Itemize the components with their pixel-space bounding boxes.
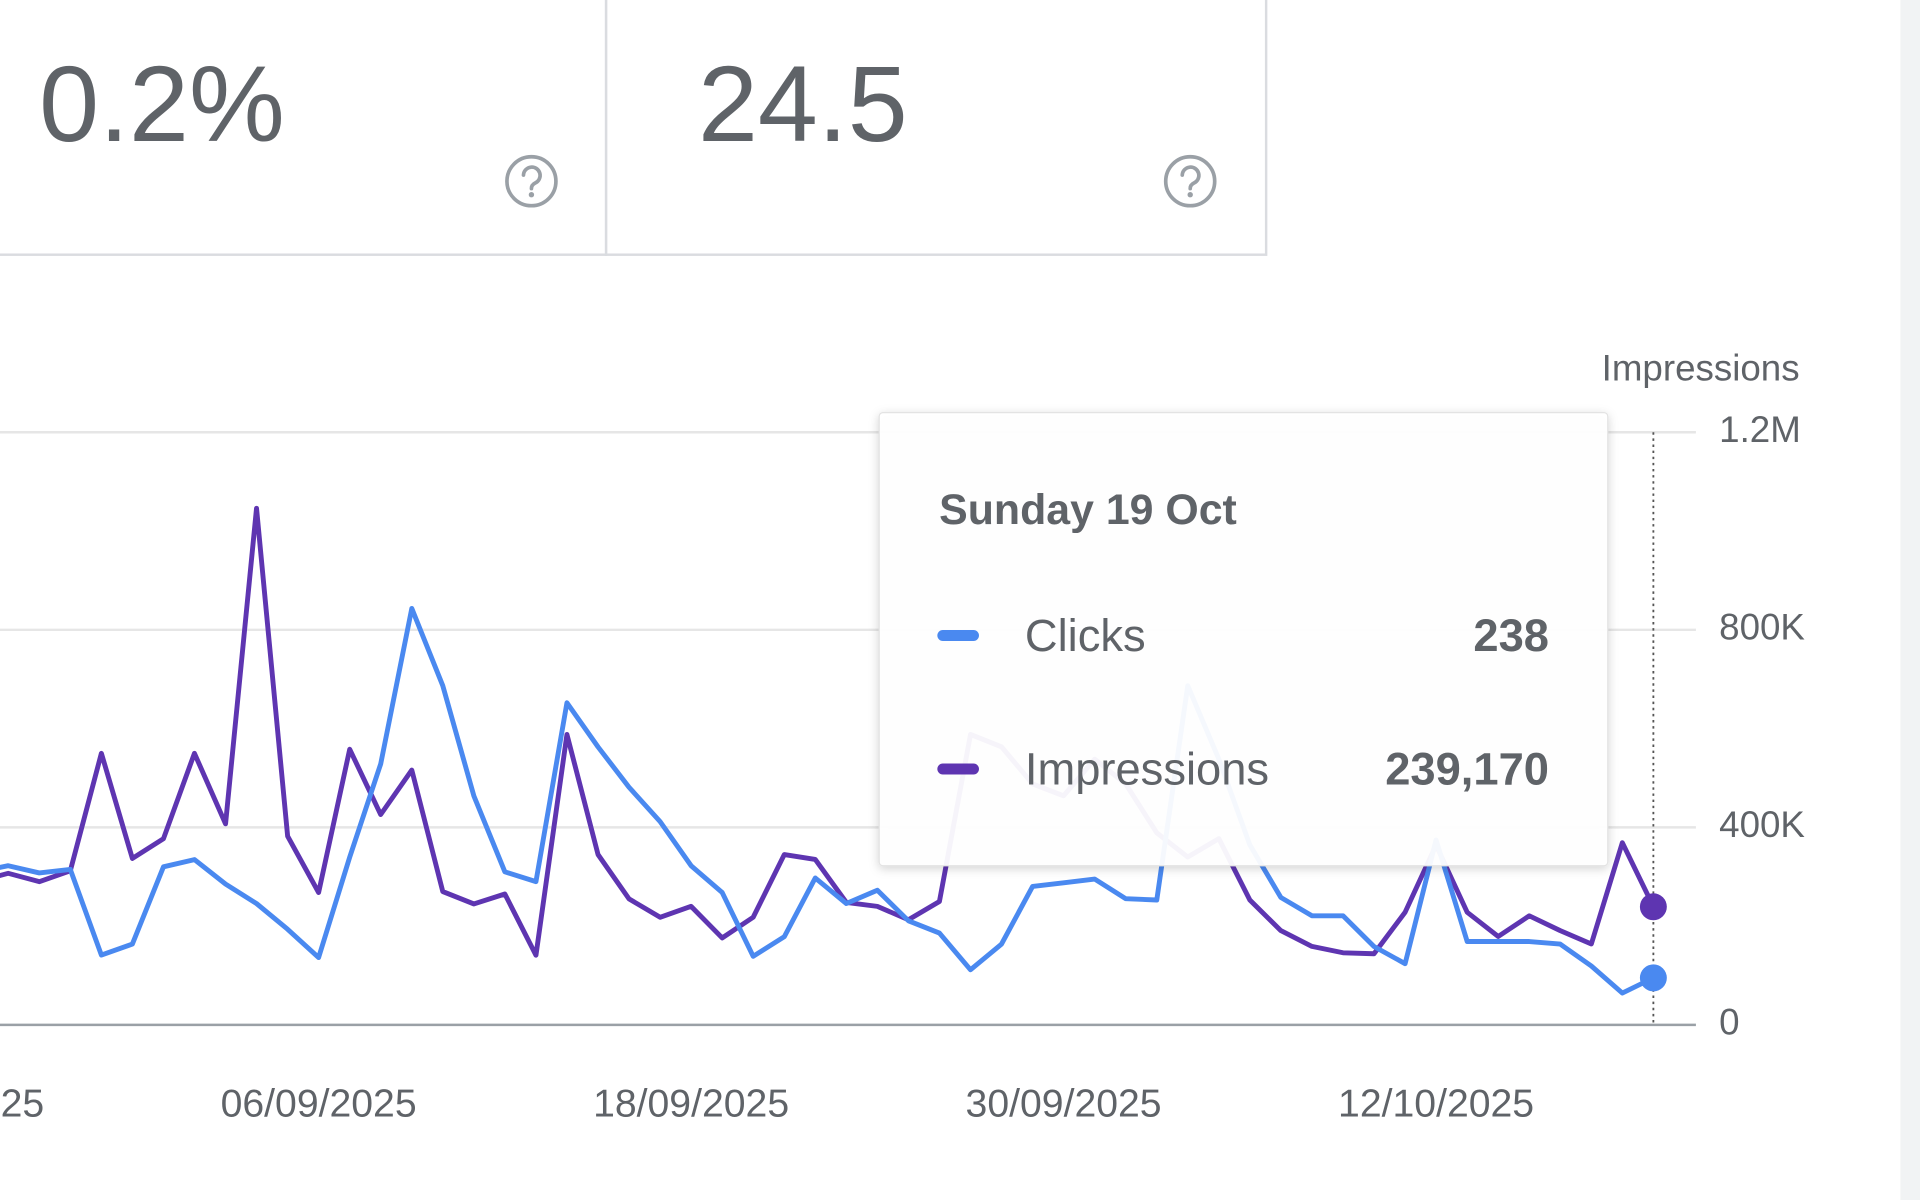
legend-label: Impressions	[1025, 744, 1269, 795]
y-axis-title: Impressions	[1602, 348, 1800, 389]
hover-point	[1639, 893, 1667, 921]
tooltip-value: 238	[1473, 610, 1549, 661]
x-tick-label: 30/09/2025	[966, 1083, 1162, 1126]
x-tick-label: 25/08/2025	[0, 1083, 44, 1126]
x-tick-label: 06/09/2025	[221, 1083, 417, 1126]
help-icon[interactable]	[1163, 154, 1217, 208]
series-line	[0, 505, 1656, 958]
help-icon[interactable]	[505, 154, 558, 208]
metric-card: 0.2%	[0, 0, 608, 256]
card-value: 0.2%	[39, 43, 285, 164]
tooltip-frame	[878, 412, 1609, 867]
y-tick-label: 1.2M	[1719, 409, 1801, 450]
plot-area	[0, 505, 1656, 996]
series-line	[0, 606, 1655, 996]
card-frame	[604, 0, 1268, 256]
card-frame	[0, 0, 608, 256]
scrollbar-track	[1900, 0, 1920, 1200]
hover-markers	[1639, 893, 1667, 992]
y-tick-label: 0	[1719, 1002, 1739, 1043]
x-tick-label: 12/10/2025	[1338, 1083, 1534, 1126]
hover-point	[1639, 964, 1667, 992]
legend-label: Clicks	[1025, 610, 1146, 661]
x-tick-label: 18/09/2025	[593, 1083, 789, 1126]
metric-card: 24.5	[604, 0, 1268, 256]
tooltip: Sunday 19 Oct Clicks 238 Impressions 239…	[878, 412, 1609, 867]
card-value: 24.5	[698, 43, 908, 164]
tooltip-value: 239,170	[1385, 744, 1549, 795]
y-tick-label: 400K	[1719, 804, 1805, 845]
y-tick-label: 800K	[1719, 606, 1805, 647]
tooltip-title: Sunday 19 Oct	[939, 486, 1237, 534]
